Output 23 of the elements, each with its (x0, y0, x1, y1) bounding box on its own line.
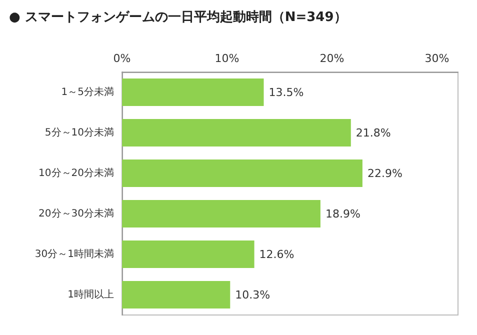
data-label: 21.8% (356, 126, 391, 140)
y-tick-label: 5分～10分未満 (44, 126, 114, 138)
x-tick-label: 0% (113, 52, 131, 65)
data-label: 10.3% (235, 288, 270, 302)
data-label: 22.9% (367, 166, 402, 180)
y-tick-label: 30分～1時間未満 (34, 248, 114, 260)
data-label: 12.6% (259, 248, 294, 261)
bar (122, 118, 351, 147)
bar (122, 280, 230, 309)
chart-title: ● スマートフォンゲームの一日平均起動時間（N=349） (9, 10, 347, 25)
bar (122, 200, 320, 228)
bar (122, 78, 264, 106)
y-tick-label: 1～5分未満 (61, 86, 114, 98)
y-tick-label: 10分～20分未満 (38, 166, 114, 179)
x-tick-label: 30% (424, 52, 450, 65)
bar (122, 159, 362, 188)
x-tick-label: 10% (214, 52, 240, 65)
x-tick-label: 20% (320, 52, 344, 65)
data-label: 18.9% (325, 207, 360, 220)
bar (122, 240, 254, 268)
data-label: 13.5% (268, 86, 304, 99)
y-tick-label: 1時間以上 (68, 288, 114, 300)
y-tick-label: 20分～30分未満 (38, 207, 114, 220)
